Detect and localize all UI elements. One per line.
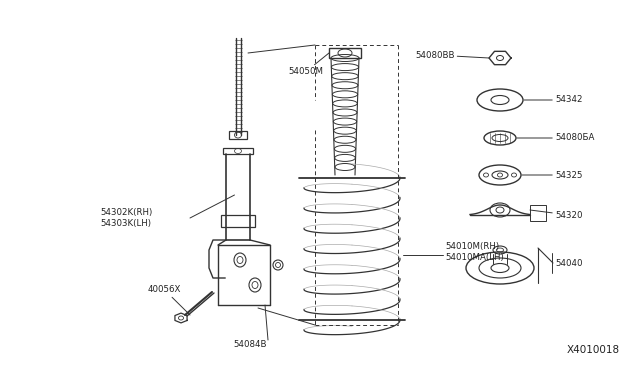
Text: 54084B: 54084B <box>233 340 267 349</box>
Text: 54040: 54040 <box>555 259 582 267</box>
Text: 40056X: 40056X <box>148 285 190 315</box>
Text: 54080BB: 54080BB <box>415 51 489 60</box>
Bar <box>229 131 247 139</box>
Bar <box>329 48 361 58</box>
Text: 54342: 54342 <box>524 96 582 105</box>
Bar <box>530 205 546 221</box>
Bar <box>221 215 255 227</box>
Bar <box>223 148 253 154</box>
Text: 54050M: 54050M <box>288 53 329 77</box>
Text: 54080БA: 54080БA <box>517 134 595 142</box>
Text: X4010018: X4010018 <box>567 345 620 355</box>
Text: 54302K(RH)
54303K(LH): 54302K(RH) 54303K(LH) <box>100 208 152 228</box>
Text: 54325: 54325 <box>522 170 582 180</box>
Text: 54320: 54320 <box>530 210 582 219</box>
Text: 54010M(RH)
54010MA(LH): 54010M(RH) 54010MA(LH) <box>445 242 504 262</box>
